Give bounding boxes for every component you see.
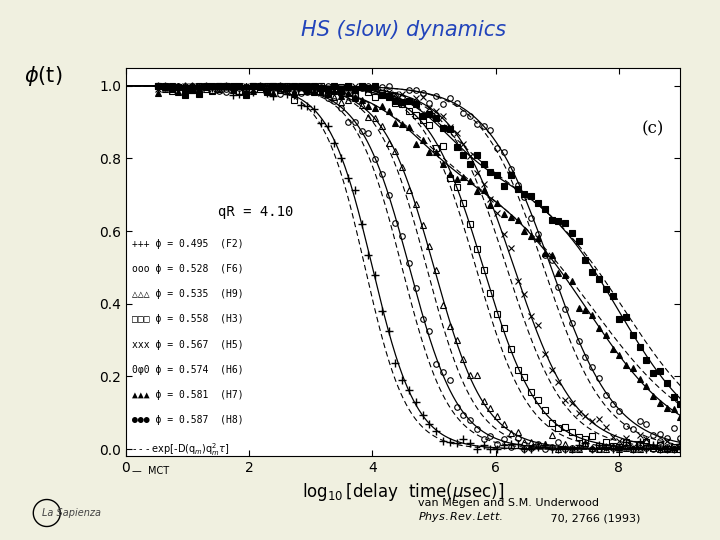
Text: +++ ϕ = 0.495  (F2): +++ ϕ = 0.495 (F2)	[132, 239, 243, 248]
X-axis label: $\log_{10}$[delay  time($\mu$sec)]: $\log_{10}$[delay time($\mu$sec)]	[302, 481, 504, 503]
Text: —  MCT: — MCT	[132, 466, 168, 476]
Text: 70, 2766 (1993): 70, 2766 (1993)	[547, 514, 641, 524]
Text: (c): (c)	[642, 121, 664, 138]
Text: △△△ ϕ = 0.535  (H9): △△△ ϕ = 0.535 (H9)	[132, 289, 243, 299]
Text: HS (slow) dynamics: HS (slow) dynamics	[301, 19, 505, 40]
Text: ●●● ϕ = 0.587  (H8): ●●● ϕ = 0.587 (H8)	[132, 415, 243, 426]
Text: qR = 4.10: qR = 4.10	[218, 206, 294, 219]
Text: □□□ ϕ = 0.558  (H3): □□□ ϕ = 0.558 (H3)	[132, 314, 243, 325]
Text: 0φ0 ϕ = 0.574  (H6): 0φ0 ϕ = 0.574 (H6)	[132, 365, 243, 375]
Text: $\phi$(t): $\phi$(t)	[24, 64, 63, 87]
Text: $\it{Phys. Rev. Lett.}$: $\it{Phys. Rev. Lett.}$	[418, 510, 503, 524]
Text: ▲▲▲ ϕ = 0.581  (H7): ▲▲▲ ϕ = 0.581 (H7)	[132, 390, 243, 400]
Text: ooo ϕ = 0.528  (F6): ooo ϕ = 0.528 (F6)	[132, 264, 243, 274]
Text: xxx ϕ = 0.567  (H5): xxx ϕ = 0.567 (H5)	[132, 340, 243, 350]
Text: van Megen and S.M. Underwood: van Megen and S.M. Underwood	[418, 497, 602, 508]
Text: - - - exp[-D(q$_m$)q$_m^2\tau$]: - - - exp[-D(q$_m$)q$_m^2\tau$]	[132, 441, 229, 457]
Text: La Sapienza: La Sapienza	[42, 508, 102, 518]
